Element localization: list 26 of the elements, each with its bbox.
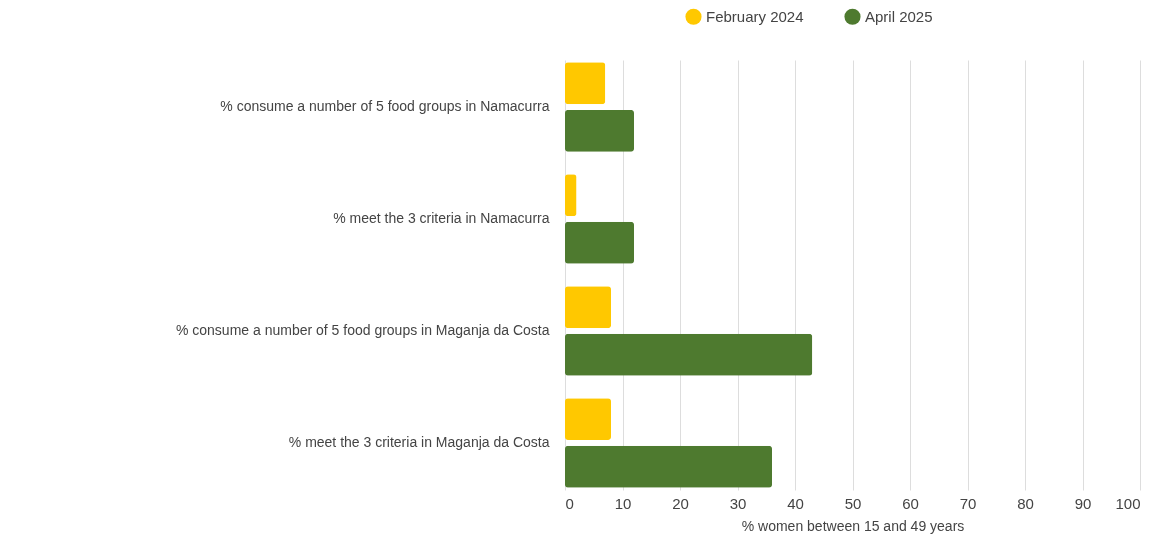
x-tick-label: 30: [729, 494, 747, 512]
x-tick-label: 70: [959, 494, 977, 512]
x-tick-label: 90: [1074, 494, 1092, 512]
x-tick-label: 20: [672, 494, 689, 512]
bar: [565, 221, 634, 264]
x-tick-label: 60: [902, 494, 919, 512]
x-tick-label: 0: [565, 494, 574, 512]
y-tick-label: % consume a number of 5 food groups in Maganja da Costa: [175, 321, 550, 338]
x-tick-label: 10: [614, 494, 632, 512]
bar: [565, 174, 577, 217]
y-tick-label: % meet the 3 criteria in Maganja da Costa: [288, 433, 550, 450]
bar: [565, 333, 813, 376]
bar: [565, 286, 611, 329]
x-tick-label: 100: [1115, 494, 1141, 512]
x-tick-label: 40: [787, 494, 804, 512]
bar: [565, 398, 611, 441]
y-tick-label: % meet the 3 criteria in Namacurra: [333, 210, 550, 227]
legend-label: April 2025: [865, 7, 933, 25]
bar: [565, 62, 606, 105]
x-axis-title: % women between 15 and 49 years: [741, 517, 965, 534]
x-tick-label: 80: [1017, 494, 1034, 512]
legend-label: February 2024: [706, 7, 804, 25]
bar: [565, 109, 634, 152]
bar: [565, 445, 772, 488]
y-tick-label: % consume a number of 5 food groups in Namacurra: [220, 98, 550, 115]
x-tick-label: 50: [844, 494, 862, 512]
